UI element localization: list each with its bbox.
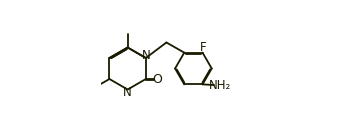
Text: N: N xyxy=(142,49,151,62)
Text: O: O xyxy=(152,72,162,85)
Text: F: F xyxy=(200,41,207,54)
Text: N: N xyxy=(123,86,132,99)
Text: NH₂: NH₂ xyxy=(209,79,231,92)
